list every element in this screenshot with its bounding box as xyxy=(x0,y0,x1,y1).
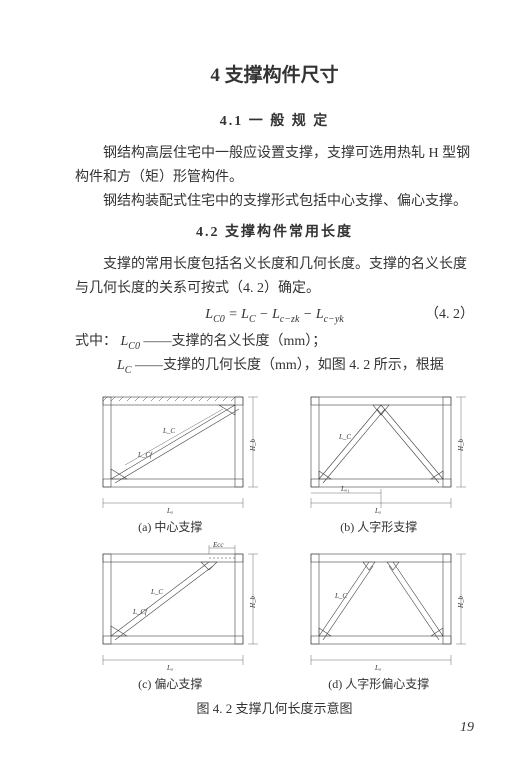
formula-4-2: LC0 = LC − Lc−zk − Lc−yk xyxy=(205,303,343,328)
svg-text:L_Cf: L_Cf xyxy=(132,608,148,616)
figure-4-2-grid: Lₐ H_b L_C L_Cf (a) 中心支撑 xyxy=(75,385,474,694)
svg-text:Lₐ: Lₐ xyxy=(374,507,381,515)
paragraph-2: 钢结构装配式住宅中的支撑形式包括中心支撑、偏心支撑。 xyxy=(75,190,474,214)
svg-text:Lₐ: Lₐ xyxy=(374,664,381,672)
svg-text:H_b: H_b xyxy=(457,595,465,609)
where-text-2: ——支撑的几何长度（mm），如图 4. 2 所示，根据 xyxy=(135,358,444,373)
figure-b-svg: Lₐ Lₐ₁ H_b L_C xyxy=(291,385,466,515)
where-symbol-2: LC xyxy=(117,358,131,373)
where-symbol-1: LC0 xyxy=(121,334,140,349)
svg-text:Lₐ: Lₐ xyxy=(166,664,173,672)
figure-d-svg: Lₐ H_b L_C xyxy=(291,542,466,672)
dim-lcf: L_Cf xyxy=(137,451,153,459)
figure-d-caption: (d) 人字形偏心支撑 xyxy=(284,674,475,694)
figure-a-svg: Lₐ H_b L_C L_Cf xyxy=(83,385,258,515)
dim-lc: L_C xyxy=(162,427,175,435)
figure-a-caption: (a) 中心支撑 xyxy=(75,517,266,537)
svg-text:L_C: L_C xyxy=(150,588,163,596)
formula-number: （4. 2） xyxy=(425,303,474,327)
figure-b-caption: (b) 人字形支撑 xyxy=(284,517,475,537)
paragraph-3: 支撑的常用长度包括名义长度和几何长度。支撑的名义长度与几何长度的关系可按式（4.… xyxy=(75,253,474,301)
dim-hb: H_b xyxy=(249,439,257,453)
section-4-1-heading: 4.1 一 般 规 定 xyxy=(75,110,474,134)
chapter-title: 4 支撑构件尺寸 xyxy=(75,60,474,92)
figure-4-2-main-caption: 图 4. 2 支撑几何长度示意图 xyxy=(75,698,474,720)
svg-text:H_b: H_b xyxy=(249,595,257,609)
svg-text:H_b: H_b xyxy=(457,439,465,453)
svg-text:Ecc: Ecc xyxy=(212,542,224,549)
figure-c-caption: (c) 偏心支撑 xyxy=(75,674,266,694)
where-label: 式中： xyxy=(75,334,117,349)
svg-text:L_C: L_C xyxy=(334,592,347,600)
where-text-1: ——支撑的名义长度（mm）； xyxy=(143,334,326,349)
svg-text:L_C: L_C xyxy=(338,433,351,441)
svg-text:Lₐ₁: Lₐ₁ xyxy=(340,485,349,493)
section-4-2-heading: 4.2 支撑构件常用长度 xyxy=(75,221,474,245)
page-number: 19 xyxy=(460,716,474,740)
dim-la: Lₐ xyxy=(166,507,173,515)
paragraph-1: 钢结构高层住宅中一般应设置支撑，支撑可选用热轧 H 型钢构件和方（矩）形管构件。 xyxy=(75,142,474,190)
figure-c-svg: Lₐ H_b L_C L_Cf Ecc xyxy=(83,542,258,672)
